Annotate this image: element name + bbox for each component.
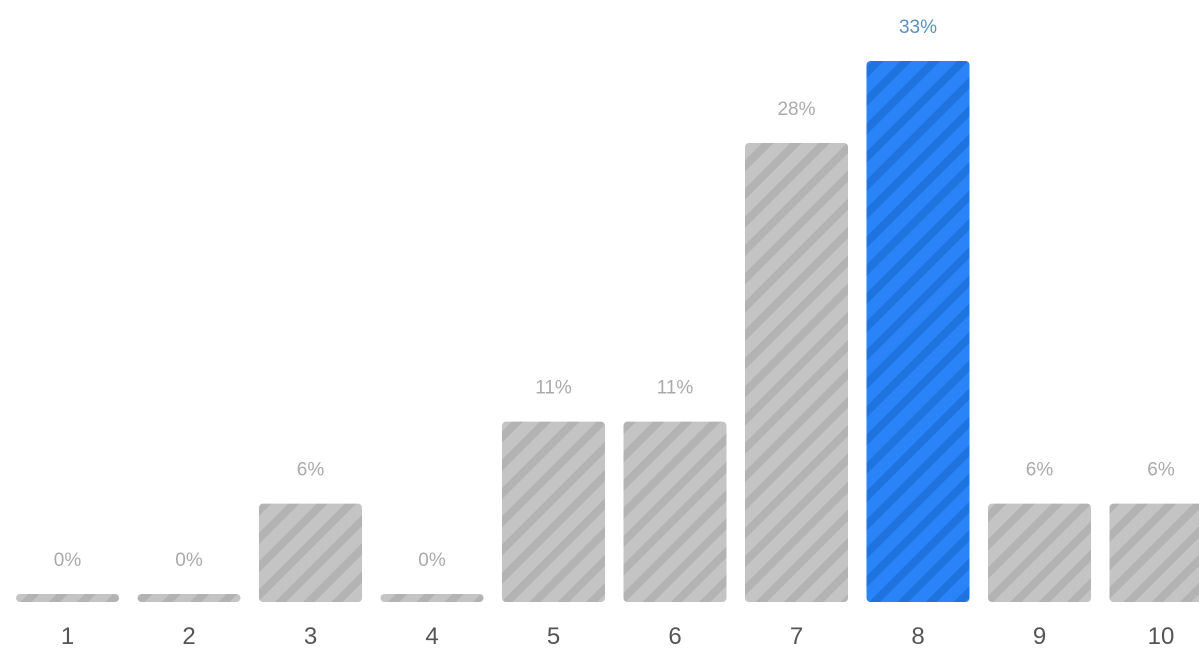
bar-6 <box>624 422 727 602</box>
bar-10 <box>1110 504 1199 602</box>
bar-9 <box>988 504 1091 602</box>
value-labels-group: 0% 0% 6% 0% 11% 11% 28% 33% 6% 6% <box>54 17 1175 571</box>
bar-1 <box>16 594 119 602</box>
value-label-9: 6% <box>1026 460 1054 481</box>
value-label-7: 28% <box>777 99 815 120</box>
bar-8 <box>867 61 970 602</box>
value-label-1: 0% <box>54 550 82 571</box>
category-label-9: 9 <box>1033 623 1046 650</box>
category-label-5: 5 <box>547 623 560 650</box>
value-label-3: 6% <box>297 460 325 481</box>
bar-4 <box>381 594 484 602</box>
bar-3 <box>259 504 362 602</box>
category-labels-group: 1 2 3 4 5 6 7 8 9 10 <box>61 623 1175 650</box>
category-label-2: 2 <box>182 623 195 650</box>
bar-7 <box>745 143 848 602</box>
bar-2 <box>138 594 241 602</box>
value-label-10: 6% <box>1147 460 1175 481</box>
value-label-2: 0% <box>175 550 203 571</box>
value-label-5: 11% <box>535 378 572 399</box>
category-label-4: 4 <box>425 623 438 650</box>
category-label-6: 6 <box>668 623 681 650</box>
bars-group <box>16 61 1199 602</box>
value-label-6: 11% <box>657 378 694 399</box>
category-label-7: 7 <box>790 623 803 650</box>
category-label-3: 3 <box>304 623 317 650</box>
bar-5 <box>502 422 605 602</box>
value-label-4: 0% <box>418 550 446 571</box>
category-label-8: 8 <box>911 623 924 650</box>
value-label-8: 33% <box>899 17 937 38</box>
category-label-1: 1 <box>61 623 74 650</box>
category-label-10: 10 <box>1148 623 1175 650</box>
